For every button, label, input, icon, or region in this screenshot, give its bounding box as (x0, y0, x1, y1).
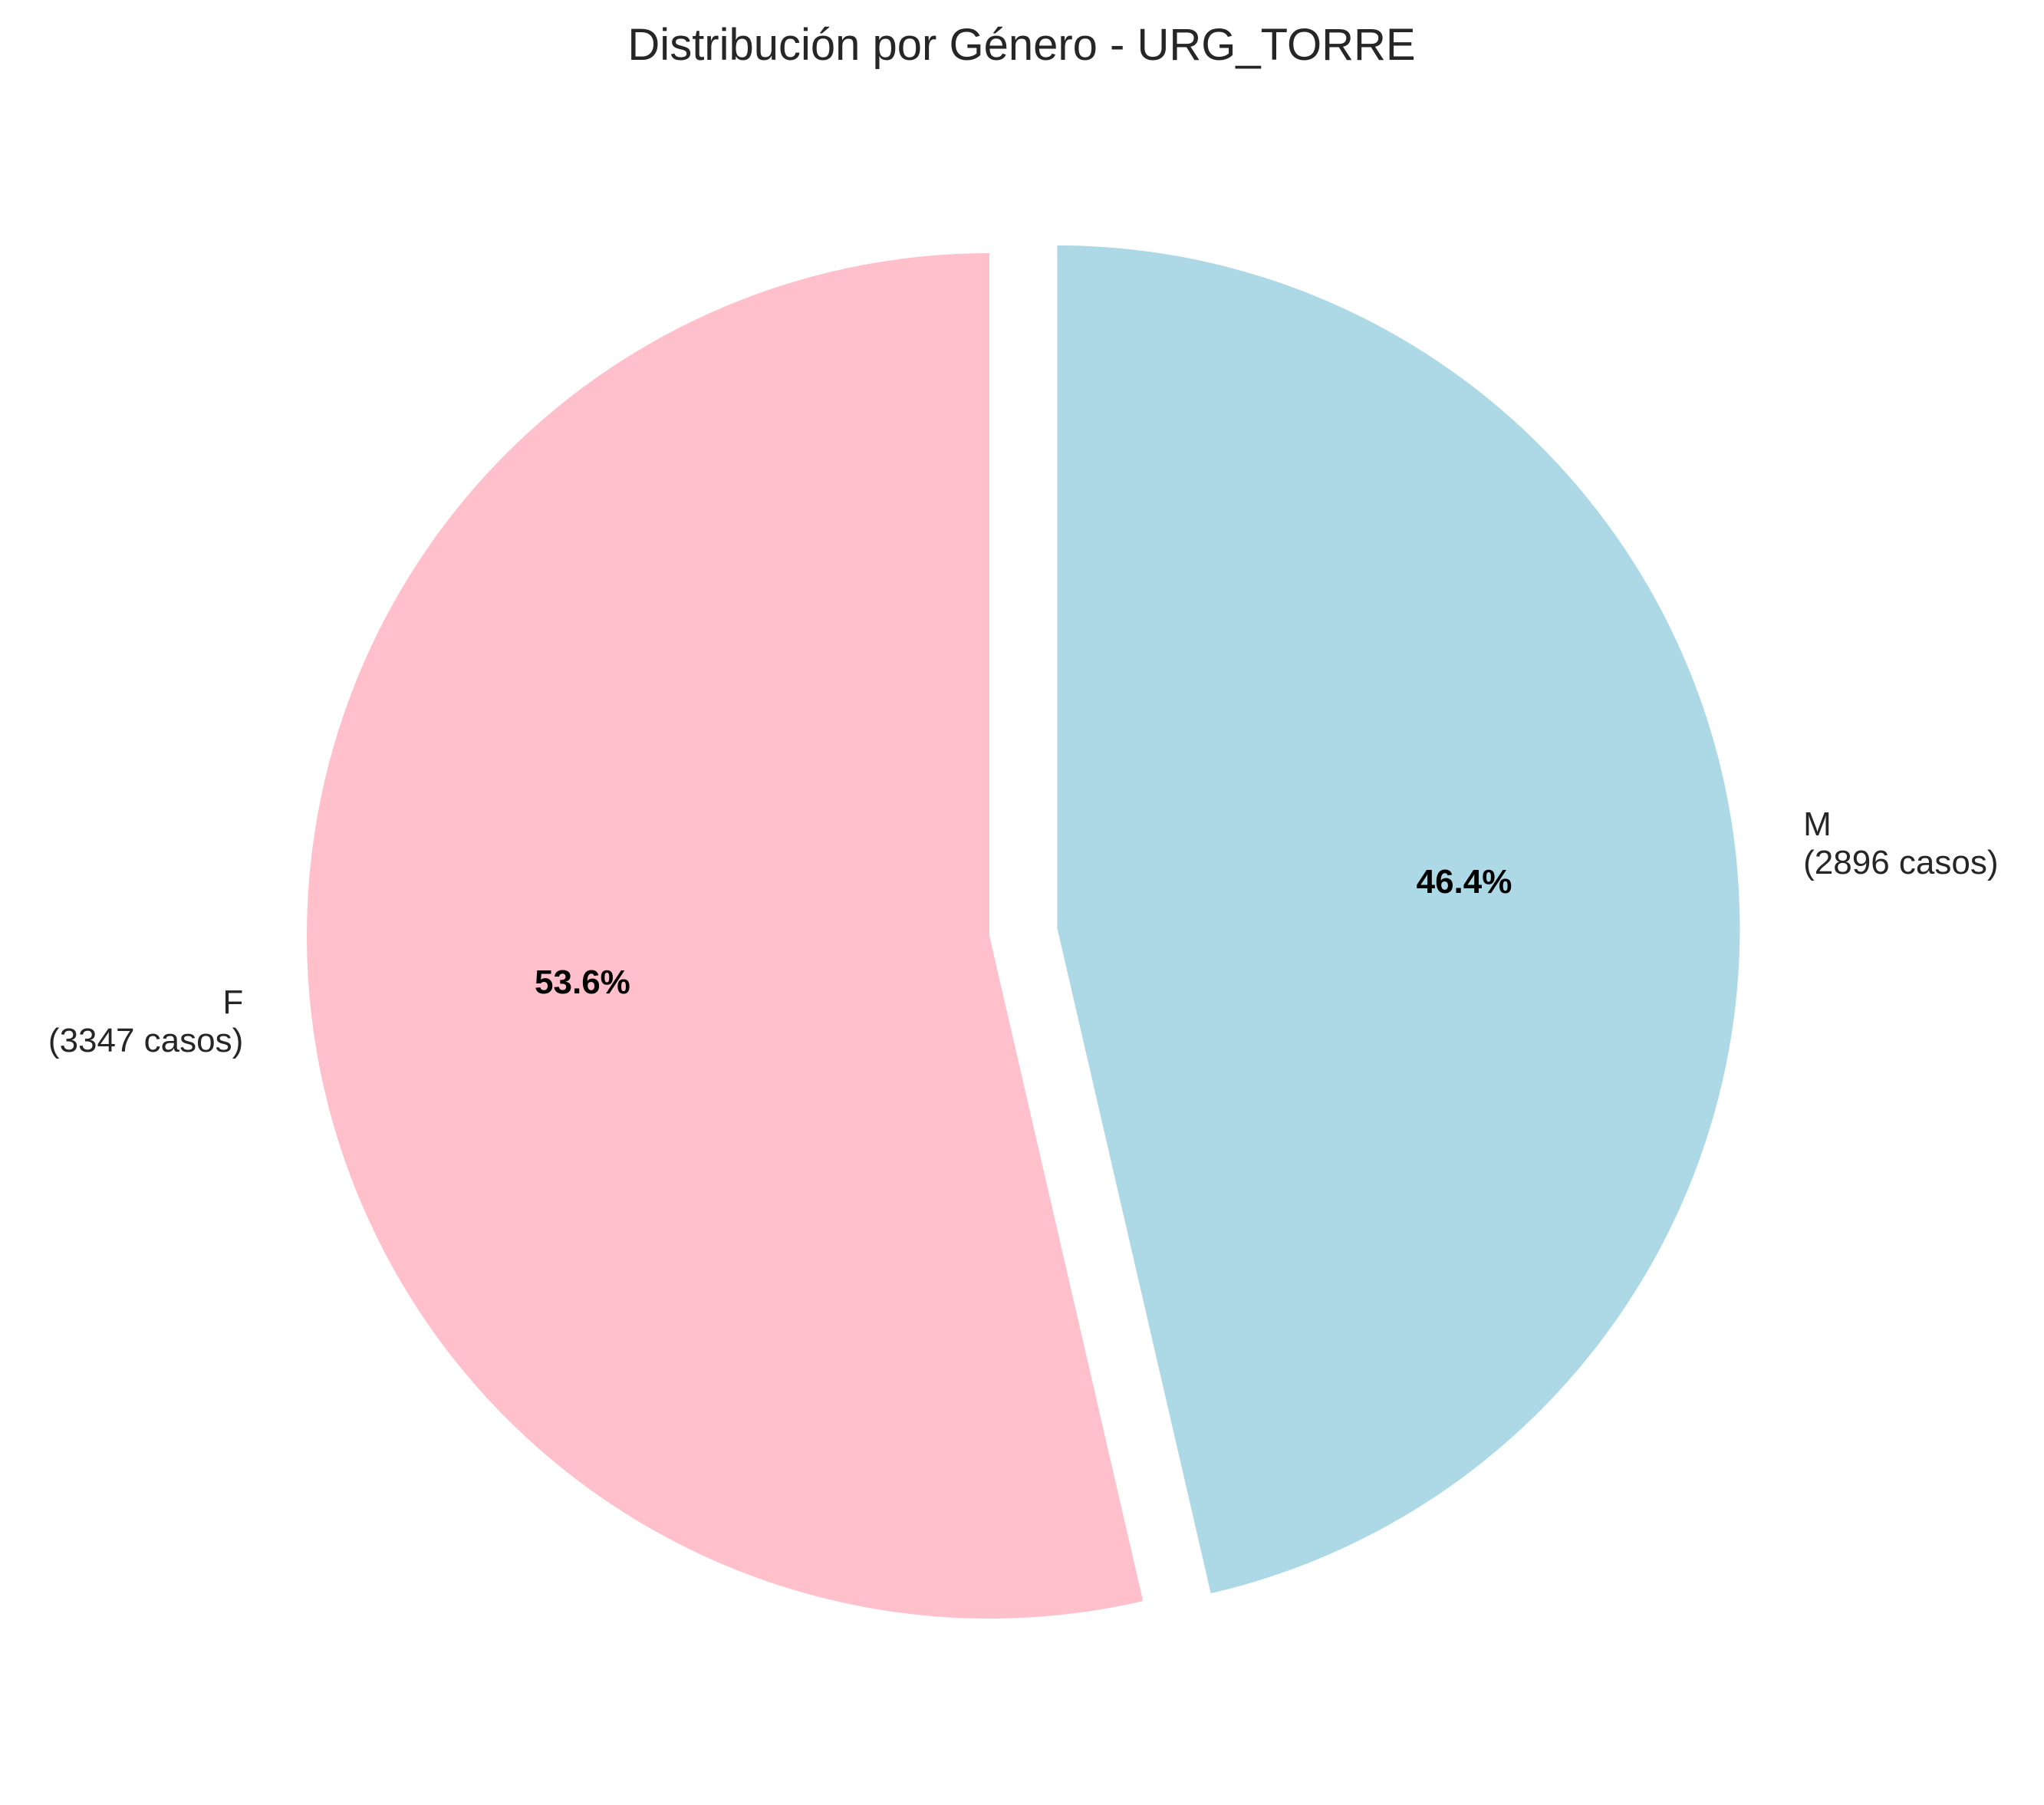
percent-label-f: 53.6% (535, 963, 630, 1001)
category-name-f: F (222, 983, 243, 1021)
chart-title: Distribución por Género - URG_TORRE (627, 20, 1415, 70)
category-label-f: F (3347 casos) (48, 983, 243, 1059)
pie-labels: 53.6% F (3347 casos) 46.4% M (2896 casos) (48, 805, 1999, 1059)
category-count-f: (3347 casos) (48, 1022, 243, 1059)
pie-slices (306, 245, 1740, 1619)
category-label-m: M (2896 casos) (1803, 805, 1998, 881)
pie-slice-m (1057, 245, 1740, 1594)
category-name-m: M (1803, 805, 1832, 843)
percent-label-m: 46.4% (1417, 863, 1512, 901)
category-count-m: (2896 casos) (1803, 844, 1998, 881)
pie-slice-f (306, 253, 1144, 1619)
